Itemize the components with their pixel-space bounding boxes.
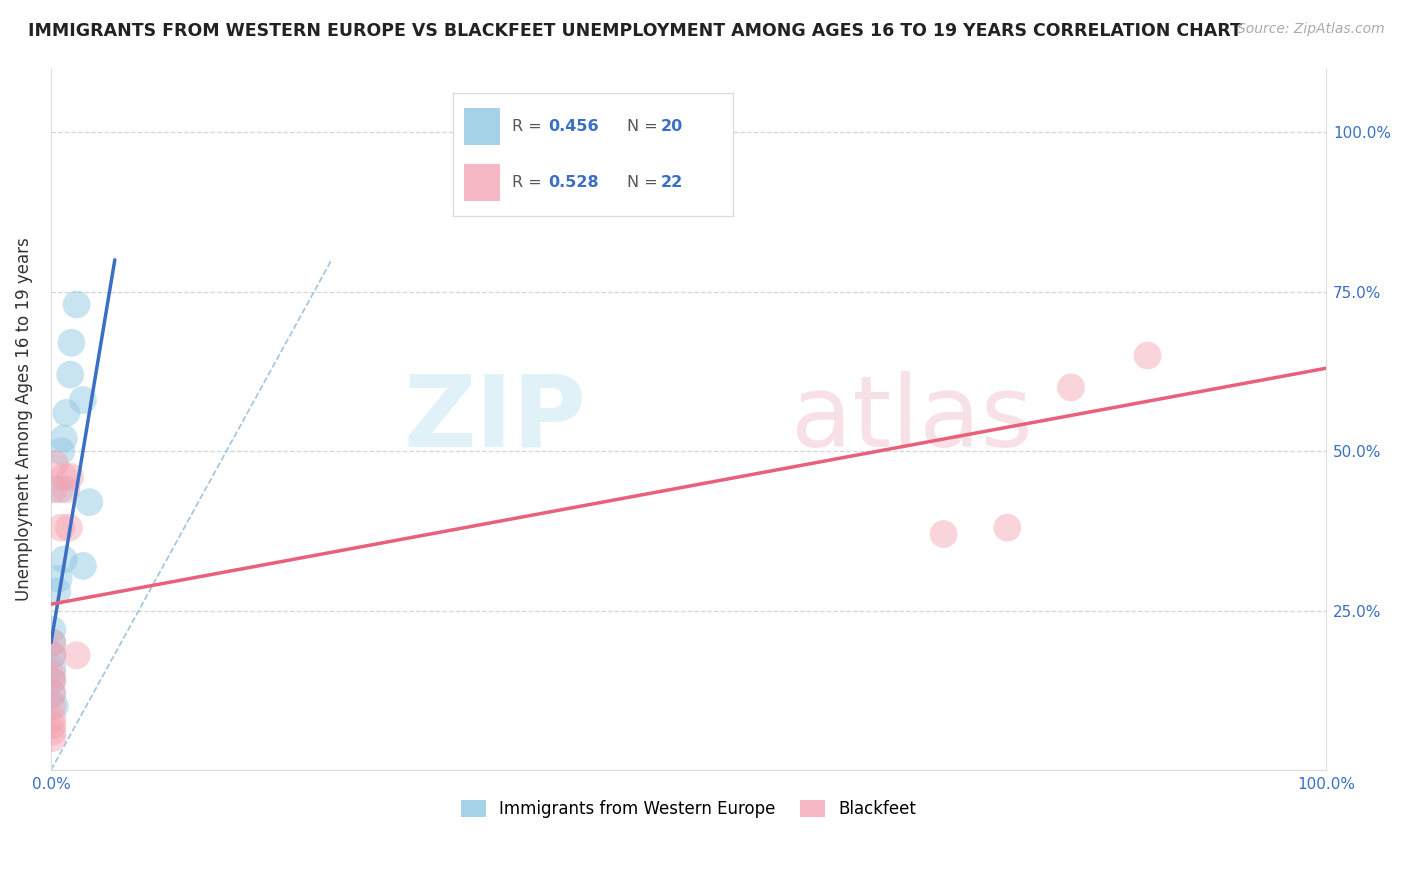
Point — [52, 431, 75, 445]
Point — [55, 406, 77, 420]
Point — [41, 635, 63, 649]
Point — [72, 393, 94, 408]
Point — [41, 661, 63, 675]
Point — [932, 527, 955, 541]
Point — [41, 648, 63, 663]
Point — [41, 731, 63, 745]
Point — [42, 483, 65, 497]
Text: IMMIGRANTS FROM WESTERN EUROPE VS BLACKFEET UNEMPLOYMENT AMONG AGES 16 TO 19 YEA: IMMIGRANTS FROM WESTERN EUROPE VS BLACKF… — [28, 22, 1241, 40]
Point — [60, 335, 83, 350]
Point — [59, 368, 82, 382]
Point — [65, 297, 87, 311]
Point — [1060, 380, 1083, 394]
Text: ZIP: ZIP — [404, 371, 586, 467]
Point — [79, 495, 101, 509]
Point — [41, 623, 63, 637]
Point — [41, 686, 63, 700]
Point — [41, 724, 63, 739]
Point — [55, 483, 77, 497]
Point — [41, 667, 63, 681]
Point — [41, 712, 63, 726]
Point — [52, 469, 75, 483]
Point — [49, 483, 72, 497]
Point — [41, 673, 63, 688]
Point — [48, 572, 70, 586]
Point — [1136, 349, 1159, 363]
Point — [41, 635, 63, 649]
Point — [41, 686, 63, 700]
Point — [72, 558, 94, 573]
Y-axis label: Unemployment Among Ages 16 to 19 years: Unemployment Among Ages 16 to 19 years — [15, 237, 32, 601]
Text: atlas: atlas — [790, 371, 1032, 467]
Point — [51, 521, 73, 535]
Text: Source: ZipAtlas.com: Source: ZipAtlas.com — [1237, 22, 1385, 37]
Point — [41, 648, 63, 663]
Point — [41, 718, 63, 732]
Point — [995, 521, 1018, 535]
Legend: Immigrants from Western Europe, Blackfeet: Immigrants from Western Europe, Blackfee… — [454, 793, 924, 825]
Point — [51, 444, 73, 458]
Point — [46, 584, 69, 599]
Point — [44, 699, 66, 714]
Point — [44, 457, 66, 471]
Point — [59, 469, 82, 483]
Point — [41, 673, 63, 688]
Point — [52, 552, 75, 566]
Point — [65, 648, 87, 663]
Point — [58, 521, 80, 535]
Point — [41, 699, 63, 714]
